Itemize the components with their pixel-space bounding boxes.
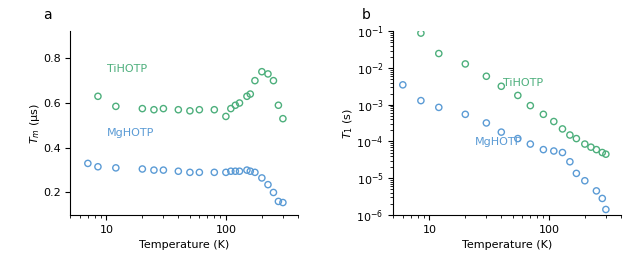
Point [548, 119, 559, 124]
Point [434, 51, 444, 56]
Point [242, 168, 252, 172]
Point [234, 101, 244, 105]
Point [245, 169, 255, 173]
Point [278, 117, 288, 121]
Point [591, 148, 602, 152]
Y-axis label: $T_1$ (s): $T_1$ (s) [341, 108, 355, 139]
Point [525, 142, 536, 146]
Point [557, 127, 568, 131]
Point [564, 133, 575, 137]
Point [273, 103, 284, 107]
Point [93, 165, 103, 169]
Point [597, 150, 607, 155]
Point [230, 169, 241, 173]
Point [601, 208, 611, 212]
Point [242, 94, 252, 99]
Text: MgHOTP: MgHOTP [107, 128, 154, 138]
Point [93, 94, 103, 99]
Text: a: a [43, 8, 52, 22]
Point [268, 190, 278, 195]
Point [158, 107, 168, 111]
Point [580, 142, 590, 146]
Point [481, 74, 492, 78]
Point [601, 152, 611, 156]
Point [230, 103, 241, 107]
Point [434, 105, 444, 110]
X-axis label: Temperature (K): Temperature (K) [139, 240, 229, 250]
Point [564, 160, 575, 164]
Point [226, 169, 236, 173]
Y-axis label: $T_m$ (μs): $T_m$ (μs) [28, 103, 42, 144]
Point [234, 169, 244, 173]
Point [268, 79, 278, 83]
Point [195, 170, 205, 174]
Point [221, 114, 231, 118]
Point [137, 107, 147, 111]
Point [137, 167, 147, 171]
Point [597, 196, 607, 200]
Text: MgHOTP: MgHOTP [476, 137, 523, 147]
Point [572, 137, 582, 141]
Point [591, 189, 602, 193]
Point [185, 170, 195, 174]
Point [416, 99, 426, 103]
Point [173, 108, 184, 112]
Point [416, 31, 426, 35]
Point [149, 108, 159, 112]
Point [538, 148, 548, 152]
Point [173, 169, 184, 173]
Point [257, 70, 267, 74]
Point [496, 84, 506, 88]
Point [580, 179, 590, 183]
Text: TiHOTP: TiHOTP [107, 64, 147, 74]
Point [245, 92, 255, 96]
Point [525, 103, 536, 108]
Point [250, 79, 260, 83]
Point [397, 83, 408, 87]
Point [263, 183, 273, 187]
Point [195, 108, 205, 112]
Point [460, 62, 470, 66]
Point [111, 166, 121, 170]
Point [250, 170, 260, 174]
Point [149, 168, 159, 172]
Point [209, 170, 220, 174]
Point [513, 93, 523, 97]
Point [548, 149, 559, 153]
Text: b: b [362, 8, 371, 22]
Point [481, 121, 492, 125]
Point [185, 109, 195, 113]
Point [557, 150, 568, 155]
Point [111, 104, 121, 108]
Point [83, 161, 93, 166]
Point [538, 112, 548, 116]
Point [226, 107, 236, 111]
Point [460, 112, 470, 116]
Point [586, 145, 596, 149]
Point [158, 168, 168, 172]
X-axis label: Temperature (K): Temperature (K) [462, 240, 552, 250]
Point [273, 199, 284, 204]
Point [257, 176, 267, 180]
Point [209, 108, 220, 112]
Text: TiHOTP: TiHOTP [502, 78, 543, 89]
Point [263, 72, 273, 76]
Point [221, 170, 231, 174]
Point [572, 171, 582, 176]
Point [496, 130, 506, 134]
Point [513, 137, 523, 141]
Point [278, 200, 288, 205]
